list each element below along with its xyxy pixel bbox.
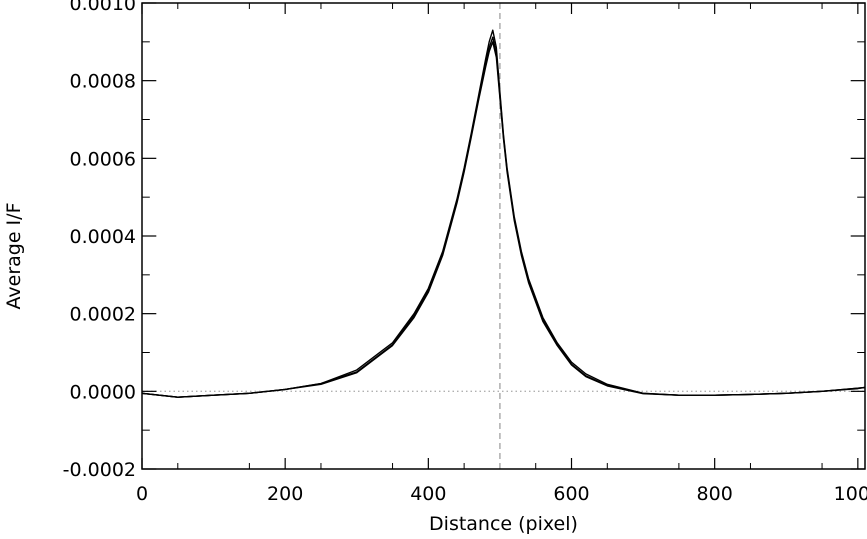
series-line-2 xyxy=(141,36,866,398)
y-tick-label: 0.0010 xyxy=(70,0,136,15)
x-tick-label: 0 xyxy=(136,483,148,505)
reference-lines xyxy=(142,3,865,469)
x-tick-label: 400 xyxy=(410,483,446,505)
x-tick-label: 800 xyxy=(697,483,733,505)
x-tick-label: 200 xyxy=(267,483,303,505)
y-tick-labels: -0.0002 0.0000 0.0002 0.0004 0.0006 0.0008 0.0… xyxy=(63,0,136,481)
y-tick-label: -0.0002 xyxy=(63,459,136,481)
x-axis-title: Distance (pixel) xyxy=(429,513,578,535)
y-tick-label: 0.0000 xyxy=(70,381,136,403)
y-tick-label: 0.0004 xyxy=(70,226,136,248)
x-tick-label: 600 xyxy=(553,483,589,505)
axis-ticks xyxy=(141,2,865,470)
y-tick-label: 0.0008 xyxy=(70,71,136,93)
series-line-1 xyxy=(141,29,866,398)
x-tick-label: 1000 xyxy=(834,483,867,505)
series-layer xyxy=(141,29,866,398)
plot-frame xyxy=(141,2,866,470)
y-axis-title: Average I/F xyxy=(3,203,25,310)
y-tick-label: 0.0006 xyxy=(70,148,136,170)
series-line-3 xyxy=(141,41,866,398)
x-tick-labels: 0 200 400 600 800 1000 xyxy=(136,483,867,505)
y-tick-label: 0.0002 xyxy=(70,304,136,326)
